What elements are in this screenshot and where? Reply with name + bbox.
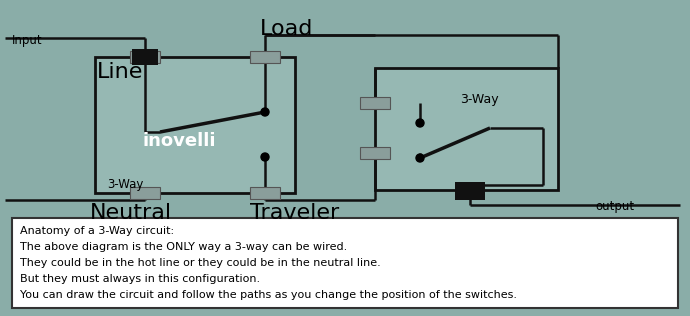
- Bar: [360, 147, 390, 159]
- Text: inovelli: inovelli: [143, 132, 217, 150]
- Bar: [12, 218, 678, 308]
- Text: They could be in the hot line or they could be in the neutral line.: They could be in the hot line or they co…: [20, 258, 381, 268]
- Text: Anatomy of a 3-Way circuit:: Anatomy of a 3-Way circuit:: [20, 226, 174, 236]
- Text: 3-Way: 3-Way: [460, 93, 499, 106]
- Text: You can draw the circuit and follow the paths as you change the position of the : You can draw the circuit and follow the …: [20, 290, 517, 300]
- Bar: [250, 187, 280, 199]
- Text: But they must always in this configuration.: But they must always in this configurati…: [20, 274, 260, 284]
- Bar: [130, 187, 160, 199]
- Text: Traveler: Traveler: [250, 203, 339, 223]
- Bar: [360, 97, 390, 109]
- Text: output: output: [595, 200, 634, 213]
- Circle shape: [416, 119, 424, 127]
- Bar: [95, 57, 295, 193]
- Circle shape: [416, 154, 424, 162]
- Text: Load: Load: [260, 19, 313, 39]
- Bar: [130, 51, 160, 63]
- Text: Input: Input: [12, 34, 43, 47]
- Bar: [132, 49, 158, 65]
- Bar: [375, 68, 558, 190]
- Circle shape: [261, 153, 269, 161]
- Bar: [455, 182, 485, 200]
- Text: 3-Way: 3-Way: [107, 178, 144, 191]
- Text: The above diagram is the ONLY way a 3-way can be wired.: The above diagram is the ONLY way a 3-wa…: [20, 242, 347, 252]
- Text: Line: Line: [97, 62, 144, 82]
- Text: Neutral: Neutral: [90, 203, 172, 223]
- Bar: [250, 51, 280, 63]
- Circle shape: [261, 108, 269, 116]
